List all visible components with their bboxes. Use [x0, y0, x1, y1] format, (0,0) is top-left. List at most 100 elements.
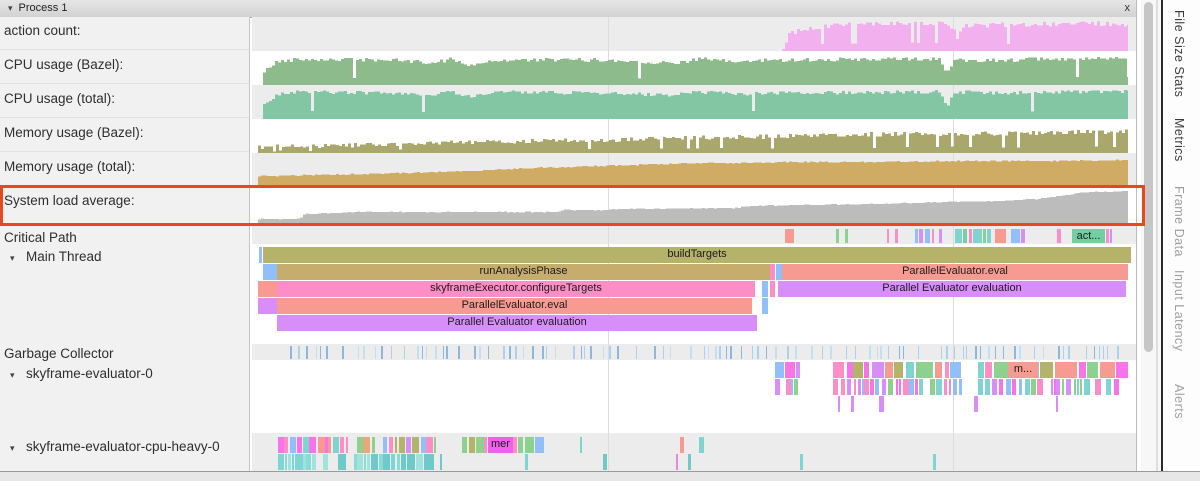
gc-tick[interactable] — [509, 346, 512, 359]
evaluator-slice[interactable] — [935, 362, 943, 378]
counter-chart-cpu-usage-bazel[interactable] — [252, 51, 1136, 85]
critical-path-slice[interactable] — [836, 229, 839, 243]
evaluator-slice[interactable] — [1073, 379, 1076, 395]
evaluator-slice[interactable] — [791, 379, 794, 395]
gc-tick[interactable] — [381, 346, 384, 359]
gc-tick[interactable] — [374, 346, 376, 359]
collapse-arrow-icon[interactable]: ▾ — [10, 253, 15, 263]
gc-tick[interactable] — [766, 346, 768, 359]
gc-tick[interactable] — [962, 346, 964, 359]
gc-tick[interactable] — [298, 346, 301, 359]
cpu-heavy-slice[interactable] — [278, 454, 284, 470]
evaluator-slice[interactable] — [878, 396, 884, 412]
evaluator-slice[interactable] — [1025, 379, 1031, 395]
cpu-heavy-slice[interactable] — [303, 454, 307, 470]
evaluator-slice[interactable] — [785, 362, 796, 378]
main-thread-slice[interactable]: Parallel Evaluator evaluation — [277, 315, 757, 331]
evaluator-slice[interactable] — [984, 362, 992, 378]
evaluator-slice[interactable] — [1055, 379, 1060, 395]
cpu-heavy-slice[interactable] — [401, 454, 407, 470]
evaluator-slice[interactable] — [1051, 379, 1054, 395]
gc-tick[interactable] — [342, 346, 345, 359]
cpu-heavy-slice[interactable] — [688, 454, 692, 470]
evaluator-slice[interactable] — [896, 379, 899, 395]
gc-tick[interactable] — [811, 346, 814, 359]
evaluator-slice[interactable] — [852, 362, 863, 378]
cpu-heavy-slice[interactable] — [415, 454, 423, 470]
evaluator-slice[interactable] — [884, 362, 893, 378]
cpu-heavy-slice[interactable] — [328, 437, 332, 453]
cpu-heavy-slice[interactable] — [699, 437, 705, 453]
close-icon[interactable]: x — [1124, 2, 1131, 14]
gc-tick[interactable] — [434, 346, 437, 359]
evaluator-slice[interactable] — [833, 379, 838, 395]
gc-tick[interactable] — [446, 346, 449, 359]
gc-tick[interactable] — [787, 346, 790, 359]
cpu-heavy-slice[interactable] — [398, 437, 403, 453]
gc-tick[interactable] — [572, 346, 575, 359]
cpu-heavy-slice[interactable] — [337, 454, 346, 470]
cpu-heavy-slice[interactable] — [406, 454, 415, 470]
gc-tick[interactable] — [966, 346, 968, 359]
critical-path-slice[interactable] — [1011, 229, 1020, 243]
evaluator-slice[interactable] — [1083, 379, 1090, 395]
evaluator-slice[interactable] — [1055, 362, 1066, 378]
cpu-heavy-slice[interactable] — [406, 437, 412, 453]
counter-chart-cpu-usage-total[interactable] — [252, 85, 1136, 119]
evaluator-slice[interactable] — [1116, 362, 1128, 378]
gc-tick[interactable] — [888, 346, 890, 359]
evaluator-slice[interactable] — [1087, 362, 1099, 378]
gc-tick[interactable] — [474, 346, 477, 359]
cpu-heavy-slice[interactable] — [317, 437, 325, 453]
cpu-heavy-slice[interactable] — [394, 437, 397, 453]
gc-tick[interactable] — [584, 346, 586, 359]
main-thread-slice[interactable]: ParallelEvaluator.eval — [782, 264, 1128, 280]
gc-tick[interactable] — [580, 346, 582, 359]
cpu-heavy-slice[interactable] — [484, 437, 487, 453]
horizontal-scrollbar[interactable] — [0, 472, 1200, 481]
evaluator-slice[interactable]: m... — [1008, 362, 1038, 378]
main-thread-slice[interactable] — [776, 264, 782, 280]
cpu-heavy-slice[interactable] — [462, 437, 467, 453]
evaluator-slice[interactable] — [864, 362, 870, 378]
evaluator-slice[interactable] — [985, 379, 991, 395]
main-thread-slice[interactable]: runAnalysisPhase — [277, 264, 770, 280]
gc-tick[interactable] — [1106, 346, 1108, 359]
evaluator-slice[interactable] — [1031, 379, 1037, 395]
evaluator-slice[interactable] — [1055, 396, 1058, 412]
gc-tick[interactable] — [503, 346, 506, 359]
critical-path-slice[interactable] — [932, 229, 934, 243]
gc-tick[interactable] — [689, 346, 692, 359]
gc-tick[interactable] — [795, 346, 798, 359]
gc-tick[interactable] — [1093, 346, 1095, 359]
gc-tick[interactable] — [903, 346, 905, 359]
main-thread-slice[interactable]: skyframeExecutor.configureTargets — [277, 281, 755, 297]
collapse-arrow-icon[interactable]: ▾ — [8, 3, 13, 13]
main-thread-slice[interactable] — [762, 298, 768, 314]
gc-tick[interactable] — [876, 346, 878, 359]
gc-tick[interactable] — [487, 346, 489, 359]
evaluator-slice[interactable] — [929, 379, 935, 395]
main-thread-slice[interactable] — [263, 264, 277, 280]
evaluator-slice[interactable] — [999, 379, 1004, 395]
gc-tick[interactable] — [1003, 346, 1005, 359]
gc-tick[interactable] — [590, 346, 593, 359]
evaluator-slice[interactable] — [1095, 379, 1102, 395]
critical-path-slice[interactable] — [963, 229, 967, 243]
evaluator-slice[interactable] — [869, 379, 874, 395]
gc-tick[interactable] — [845, 346, 847, 359]
cpu-heavy-slice[interactable] — [289, 437, 296, 453]
gc-tick[interactable] — [636, 346, 638, 359]
main-thread-slice[interactable] — [770, 264, 775, 280]
cpu-heavy-slice[interactable] — [366, 454, 370, 470]
critical-path-slice[interactable] — [1057, 229, 1061, 243]
gc-tick[interactable] — [546, 346, 548, 359]
evaluator-slice[interactable] — [949, 362, 961, 378]
evaluator-slice[interactable] — [1018, 379, 1022, 395]
counter-chart-memory-usage-bazel[interactable] — [252, 119, 1136, 153]
thread-row-skyframe-evaluator-cpu-heavy-0[interactable]: ▾ skyframe-evaluator-cpu-heavy-0 — [0, 438, 249, 455]
evaluator-slice[interactable] — [796, 362, 800, 378]
gc-tick[interactable] — [1103, 346, 1105, 359]
gc-tick[interactable] — [730, 346, 733, 359]
gc-tick[interactable] — [714, 346, 717, 359]
